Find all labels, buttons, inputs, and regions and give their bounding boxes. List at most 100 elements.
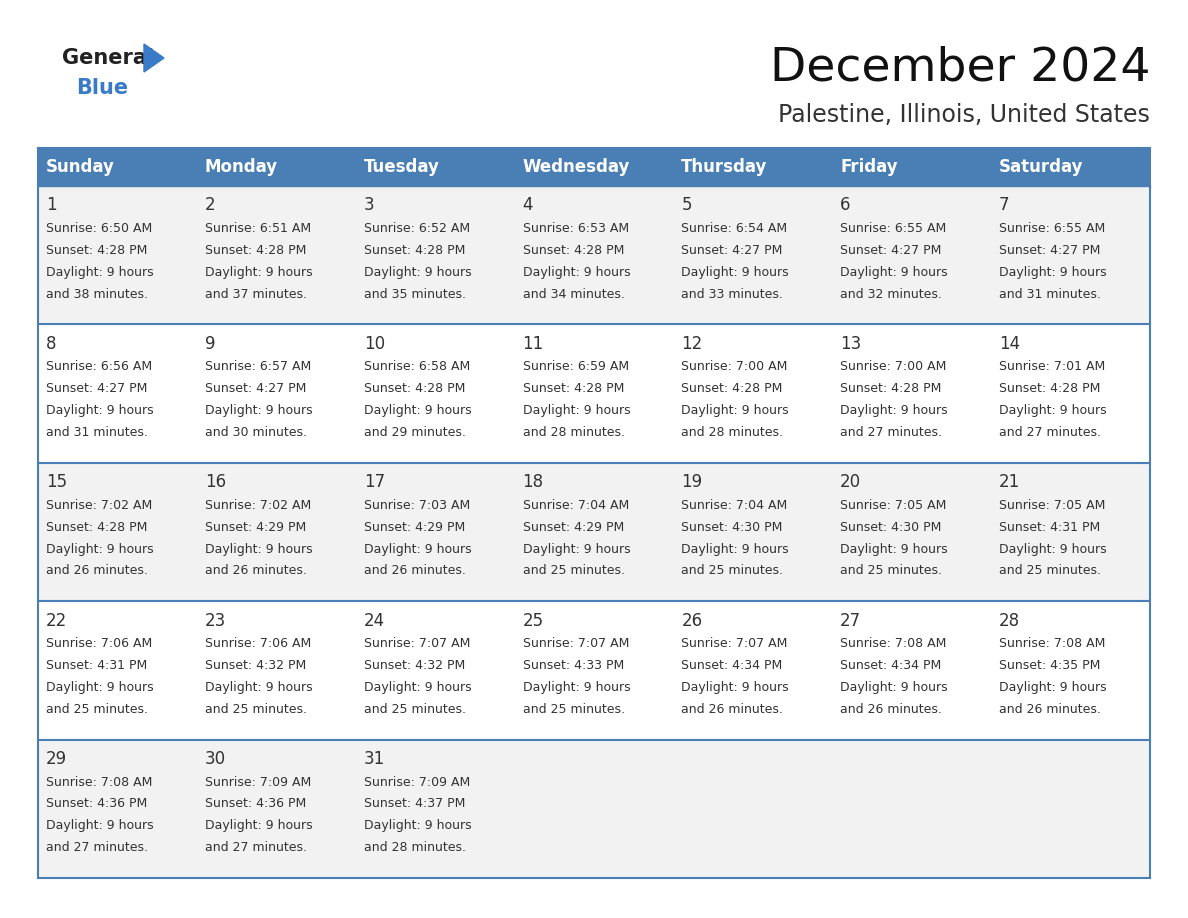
Text: Sunset: 4:32 PM: Sunset: 4:32 PM — [204, 659, 307, 672]
Text: Sunset: 4:34 PM: Sunset: 4:34 PM — [682, 659, 783, 672]
Bar — [355, 186, 514, 324]
Bar — [674, 186, 833, 324]
Bar — [355, 740, 514, 878]
Text: Sunset: 4:28 PM: Sunset: 4:28 PM — [46, 521, 147, 533]
Bar — [833, 463, 991, 601]
Bar — [197, 148, 355, 186]
Text: Sunrise: 6:58 AM: Sunrise: 6:58 AM — [364, 361, 470, 374]
Text: Daylight: 9 hours: Daylight: 9 hours — [999, 265, 1107, 279]
Bar — [674, 148, 833, 186]
Text: 18: 18 — [523, 473, 544, 491]
Text: Sunset: 4:29 PM: Sunset: 4:29 PM — [204, 521, 307, 533]
Text: 31: 31 — [364, 750, 385, 767]
Text: and 25 minutes.: and 25 minutes. — [840, 565, 942, 577]
Text: Sunset: 4:27 PM: Sunset: 4:27 PM — [999, 244, 1100, 257]
Text: Daylight: 9 hours: Daylight: 9 hours — [840, 265, 948, 279]
Text: 26: 26 — [682, 611, 702, 630]
Text: Blue: Blue — [76, 78, 128, 98]
Text: 7: 7 — [999, 196, 1010, 214]
Text: 16: 16 — [204, 473, 226, 491]
Text: 12: 12 — [682, 335, 702, 353]
Text: Daylight: 9 hours: Daylight: 9 hours — [523, 265, 630, 279]
Text: 30: 30 — [204, 750, 226, 767]
Text: and 26 minutes.: and 26 minutes. — [46, 565, 147, 577]
Text: Sunset: 4:28 PM: Sunset: 4:28 PM — [523, 382, 624, 396]
Bar — [197, 601, 355, 740]
Text: Sunrise: 7:02 AM: Sunrise: 7:02 AM — [46, 498, 152, 511]
Bar — [674, 324, 833, 463]
Text: and 25 minutes.: and 25 minutes. — [682, 565, 783, 577]
Text: Sunrise: 6:55 AM: Sunrise: 6:55 AM — [840, 222, 947, 235]
Text: General: General — [62, 48, 154, 68]
Text: and 34 minutes.: and 34 minutes. — [523, 287, 625, 300]
Bar — [991, 324, 1150, 463]
Text: Daylight: 9 hours: Daylight: 9 hours — [999, 543, 1107, 555]
Text: and 27 minutes.: and 27 minutes. — [840, 426, 942, 439]
Text: Sunday: Sunday — [46, 158, 115, 176]
Text: Sunrise: 6:54 AM: Sunrise: 6:54 AM — [682, 222, 788, 235]
Polygon shape — [144, 44, 164, 72]
Text: Sunrise: 6:55 AM: Sunrise: 6:55 AM — [999, 222, 1105, 235]
Text: 4: 4 — [523, 196, 533, 214]
Text: Sunset: 4:28 PM: Sunset: 4:28 PM — [204, 244, 307, 257]
Text: 10: 10 — [364, 335, 385, 353]
Text: Sunset: 4:28 PM: Sunset: 4:28 PM — [364, 244, 465, 257]
Text: Sunrise: 6:56 AM: Sunrise: 6:56 AM — [46, 361, 152, 374]
Bar — [833, 740, 991, 878]
Text: Sunrise: 7:02 AM: Sunrise: 7:02 AM — [204, 498, 311, 511]
Text: and 30 minutes.: and 30 minutes. — [204, 426, 307, 439]
Text: Daylight: 9 hours: Daylight: 9 hours — [364, 820, 472, 833]
Text: Sunrise: 6:57 AM: Sunrise: 6:57 AM — [204, 361, 311, 374]
Text: Daylight: 9 hours: Daylight: 9 hours — [523, 543, 630, 555]
Text: and 26 minutes.: and 26 minutes. — [204, 565, 307, 577]
Text: and 31 minutes.: and 31 minutes. — [999, 287, 1101, 300]
Text: Sunrise: 7:09 AM: Sunrise: 7:09 AM — [364, 776, 470, 789]
Text: Sunset: 4:36 PM: Sunset: 4:36 PM — [46, 798, 147, 811]
Text: Sunset: 4:27 PM: Sunset: 4:27 PM — [204, 382, 307, 396]
Text: Sunset: 4:29 PM: Sunset: 4:29 PM — [523, 521, 624, 533]
Text: and 32 minutes.: and 32 minutes. — [840, 287, 942, 300]
Text: Sunrise: 7:06 AM: Sunrise: 7:06 AM — [204, 637, 311, 650]
Text: Sunset: 4:28 PM: Sunset: 4:28 PM — [999, 382, 1100, 396]
Text: Wednesday: Wednesday — [523, 158, 630, 176]
Text: Monday: Monday — [204, 158, 278, 176]
Text: 25: 25 — [523, 611, 544, 630]
Text: Daylight: 9 hours: Daylight: 9 hours — [46, 681, 153, 694]
Text: Daylight: 9 hours: Daylight: 9 hours — [999, 681, 1107, 694]
Text: Sunrise: 6:50 AM: Sunrise: 6:50 AM — [46, 222, 152, 235]
Text: Daylight: 9 hours: Daylight: 9 hours — [523, 404, 630, 417]
Text: Sunrise: 7:09 AM: Sunrise: 7:09 AM — [204, 776, 311, 789]
Text: 13: 13 — [840, 335, 861, 353]
Text: and 33 minutes.: and 33 minutes. — [682, 287, 783, 300]
Text: Daylight: 9 hours: Daylight: 9 hours — [46, 404, 153, 417]
Bar — [355, 463, 514, 601]
Text: 28: 28 — [999, 611, 1020, 630]
Bar — [991, 186, 1150, 324]
Text: 19: 19 — [682, 473, 702, 491]
Bar — [514, 463, 674, 601]
Text: Daylight: 9 hours: Daylight: 9 hours — [364, 404, 472, 417]
Text: 1: 1 — [46, 196, 57, 214]
Text: 2: 2 — [204, 196, 215, 214]
Text: and 26 minutes.: and 26 minutes. — [364, 565, 466, 577]
Text: 11: 11 — [523, 335, 544, 353]
Text: Sunset: 4:30 PM: Sunset: 4:30 PM — [840, 521, 942, 533]
Text: and 25 minutes.: and 25 minutes. — [204, 703, 307, 716]
Text: and 25 minutes.: and 25 minutes. — [364, 703, 466, 716]
Bar — [38, 740, 197, 878]
Text: Daylight: 9 hours: Daylight: 9 hours — [46, 543, 153, 555]
Bar — [833, 324, 991, 463]
Bar — [991, 740, 1150, 878]
Text: Sunrise: 6:51 AM: Sunrise: 6:51 AM — [204, 222, 311, 235]
Bar — [197, 463, 355, 601]
Text: and 35 minutes.: and 35 minutes. — [364, 287, 466, 300]
Text: Sunrise: 7:05 AM: Sunrise: 7:05 AM — [840, 498, 947, 511]
Text: and 27 minutes.: and 27 minutes. — [46, 841, 148, 854]
Text: and 26 minutes.: and 26 minutes. — [999, 703, 1101, 716]
Text: Daylight: 9 hours: Daylight: 9 hours — [204, 404, 312, 417]
Text: Sunrise: 7:08 AM: Sunrise: 7:08 AM — [840, 637, 947, 650]
Text: Sunrise: 7:00 AM: Sunrise: 7:00 AM — [682, 361, 788, 374]
Text: Sunset: 4:36 PM: Sunset: 4:36 PM — [204, 798, 307, 811]
Bar — [38, 186, 197, 324]
Text: Sunrise: 7:07 AM: Sunrise: 7:07 AM — [523, 637, 628, 650]
